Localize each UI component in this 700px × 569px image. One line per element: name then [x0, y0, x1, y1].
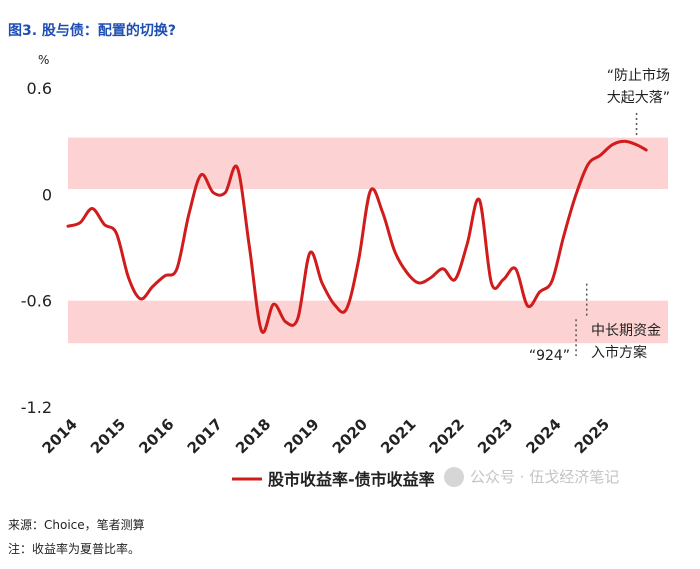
data-point: [635, 143, 638, 146]
data-point: [453, 278, 457, 281]
data-point: [587, 163, 590, 166]
data-point: [199, 173, 203, 176]
data-point: [550, 280, 554, 283]
x-tick-label: 2023: [474, 415, 516, 457]
footnote: 注：收益率为夏普比率。: [8, 542, 141, 556]
figure-title: 图3. 股与债：配置的切换?: [8, 23, 177, 39]
data-point: [115, 232, 118, 235]
data-point: [405, 271, 408, 274]
x-tick-label: 2015: [87, 415, 129, 457]
data-point: [538, 290, 541, 293]
data-point: [320, 281, 324, 285]
data-point: [429, 276, 433, 279]
data-point: [272, 303, 275, 306]
x-tick-label: 2017: [184, 415, 226, 457]
data-point: [91, 207, 94, 210]
annotation-924: “924”: [529, 348, 570, 364]
x-tick-label: 2024: [522, 415, 564, 457]
data-point: [514, 267, 517, 270]
data-point: [139, 297, 142, 301]
data-point: [66, 225, 70, 228]
y-tick-label: -0.6: [21, 292, 52, 311]
data-point: [187, 212, 191, 215]
x-tick-label: 2016: [135, 415, 177, 457]
data-point: [466, 242, 469, 246]
data-point: [369, 189, 372, 192]
data-point: [345, 308, 348, 311]
watermark: 公众号 · 伍戈经济笔记: [444, 466, 619, 487]
shaded-band-0: [68, 137, 668, 190]
annotation-fangzhi-line1: “防止市场: [607, 67, 670, 84]
y-tick-label: -1.2: [21, 398, 52, 417]
wechat-icon: [444, 466, 464, 487]
data-point: [248, 246, 251, 249]
data-point: [574, 193, 578, 196]
data-point: [127, 276, 130, 279]
data-point: [623, 140, 626, 143]
data-point: [103, 223, 106, 226]
y-tick-label: 0.6: [27, 79, 52, 98]
data-point: [645, 148, 648, 152]
data-point: [526, 304, 529, 308]
legend-label: 股市收益率-债市收益率: [268, 470, 435, 489]
data-point: [151, 285, 154, 288]
data-point: [296, 317, 299, 320]
annotation-zhongchang-line1: 中长期资金: [591, 323, 661, 339]
data-point: [224, 191, 227, 194]
shaded-band-1: [68, 300, 668, 344]
data-point: [332, 303, 336, 306]
source-note: 来源：Choice，笔者测算: [8, 518, 145, 532]
data-point: [212, 191, 215, 194]
data-point: [478, 198, 481, 201]
data-point: [163, 274, 166, 278]
x-tick-label: 2018: [232, 415, 274, 457]
annotation-fangzhi-line2: 大起大落”: [607, 90, 670, 106]
data-point: [393, 249, 396, 253]
data-point: [490, 281, 493, 285]
data-point: [502, 278, 505, 281]
annotation-zhongchang-line2: 入市方案: [591, 344, 647, 361]
y-tick-label: 0: [42, 185, 52, 204]
data-point: [611, 143, 614, 146]
x-tick-label: 2025: [571, 415, 613, 457]
x-tick-label: 2019: [281, 415, 323, 457]
data-point: [417, 281, 420, 285]
x-tick-label: 2014: [39, 415, 81, 457]
watermark-text: 公众号 · 伍戈经济笔记: [470, 468, 620, 486]
x-tick-label: 2021: [377, 415, 419, 457]
data-point: [599, 154, 602, 157]
data-point: [381, 210, 384, 214]
x-tick-label: 2020: [329, 415, 371, 457]
y-axis-unit: %: [38, 53, 49, 67]
data-point: [236, 166, 239, 169]
data-point: [78, 221, 82, 224]
data-point: [284, 320, 287, 324]
data-point: [175, 267, 179, 270]
data-point: [308, 251, 312, 254]
data-point: [441, 267, 445, 270]
data-point: [357, 260, 360, 263]
data-point: [260, 329, 263, 332]
data-point: [562, 233, 566, 237]
x-tick-label: 2022: [426, 415, 468, 457]
